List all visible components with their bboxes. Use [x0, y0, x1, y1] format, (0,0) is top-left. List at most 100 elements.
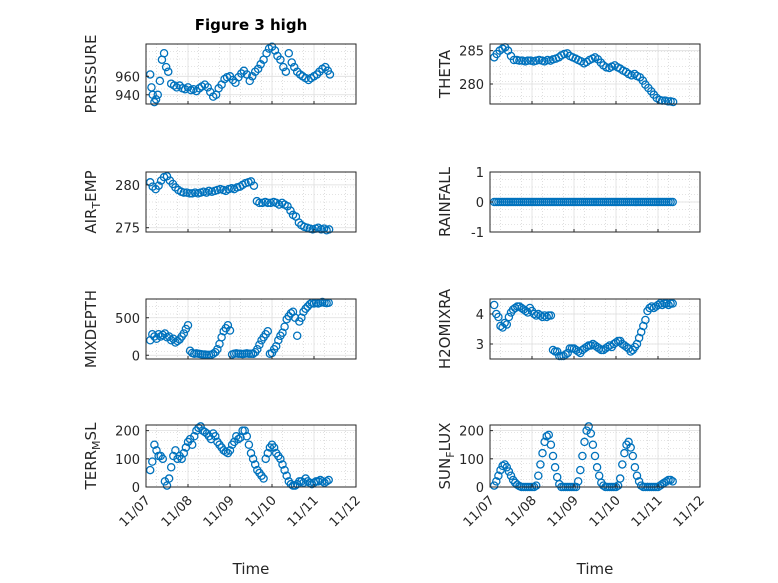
data-point	[169, 81, 179, 90]
data-point	[269, 443, 279, 452]
data-point	[494, 312, 503, 322]
subplot-air: 275 280 AIRTEMP	[82, 170, 357, 237]
data-point	[155, 76, 165, 86]
data-point	[573, 477, 583, 486]
data-point	[594, 344, 604, 353]
data-point	[668, 97, 678, 107]
data-point	[164, 474, 174, 483]
data-point	[657, 479, 667, 489]
data-point	[159, 48, 169, 58]
data-point	[150, 440, 159, 449]
data-point	[221, 447, 231, 457]
data-point	[261, 454, 270, 464]
data-point	[287, 58, 296, 67]
data-point	[150, 332, 159, 341]
data-point	[223, 320, 233, 330]
y-tick-label: 200	[459, 425, 484, 440]
data-point	[506, 471, 516, 480]
data-point	[303, 477, 312, 486]
data-point	[489, 300, 499, 310]
data-point	[263, 198, 273, 208]
data-point	[185, 189, 194, 198]
data-point	[504, 312, 514, 322]
data-point	[325, 70, 335, 79]
data-point	[249, 181, 259, 190]
data-point	[320, 478, 329, 488]
data-point	[668, 299, 677, 308]
data-point	[657, 300, 667, 310]
y-tick-label: 0	[476, 481, 484, 496]
data-point	[626, 443, 635, 452]
data-point	[250, 460, 260, 469]
data-point	[523, 56, 533, 65]
data-point	[211, 432, 220, 441]
data-point	[548, 451, 558, 461]
y-tick-label: 285	[459, 45, 484, 60]
data-point	[160, 477, 170, 486]
y-tick-label: 500	[115, 312, 140, 327]
data-point	[152, 334, 161, 343]
data-point	[152, 446, 161, 455]
data-point	[278, 460, 287, 469]
data-point	[634, 477, 644, 486]
data-point	[322, 477, 331, 486]
y-axis-label: MIXDEPTH	[82, 290, 100, 368]
data-point	[546, 311, 556, 320]
y-tick-label: 0	[132, 481, 140, 496]
subplot-pressure: 940 960 PRESSURE	[82, 35, 357, 113]
y-tick-label: 200	[115, 425, 140, 440]
data-point	[544, 430, 554, 440]
data-point	[276, 454, 285, 464]
data-point	[655, 481, 665, 490]
data-point	[592, 463, 602, 472]
data-markers	[145, 297, 333, 360]
data-point	[237, 69, 246, 78]
data-markers	[145, 42, 335, 107]
data-point	[219, 446, 228, 455]
y-tick-label: 0	[476, 196, 484, 211]
data-point	[276, 55, 285, 64]
data-markers	[145, 172, 334, 235]
data-point	[662, 299, 671, 308]
data-point	[552, 347, 562, 356]
data-point	[663, 97, 673, 106]
y-axis-label: TERRMSL	[82, 422, 103, 491]
data-point	[187, 440, 197, 449]
data-point	[550, 463, 560, 472]
axes-box	[145, 171, 357, 233]
y-axis-label: RAINFALL	[436, 166, 454, 237]
data-point	[148, 329, 157, 339]
data-point	[618, 460, 627, 469]
data-point	[225, 446, 235, 455]
data-point	[164, 67, 173, 76]
axes-box	[489, 43, 701, 105]
data-point	[229, 437, 239, 447]
data-point	[145, 178, 155, 187]
y-tick-label: 100	[115, 453, 140, 468]
data-point	[213, 344, 222, 354]
data-point	[630, 463, 640, 472]
y-axis-label: THETA	[436, 49, 454, 99]
data-point	[515, 56, 524, 65]
data-markers	[489, 43, 678, 107]
y-tick-label: 280	[459, 78, 484, 93]
data-markers	[145, 422, 333, 490]
y-tick-label: 3	[476, 338, 484, 353]
data-point	[615, 474, 625, 483]
data-point	[628, 451, 638, 461]
data-point	[509, 55, 519, 65]
data-point	[234, 434, 243, 444]
data-point	[240, 426, 249, 435]
y-axis-label: SUNFLUX	[436, 423, 457, 490]
data-point	[279, 62, 288, 72]
data-point	[504, 467, 514, 476]
data-point	[262, 48, 271, 58]
data-point	[313, 477, 323, 486]
data-point	[620, 448, 629, 458]
data-point	[596, 58, 606, 67]
x-axis-label-right: Time	[576, 560, 614, 578]
data-point	[492, 477, 501, 486]
data-point	[576, 465, 585, 475]
